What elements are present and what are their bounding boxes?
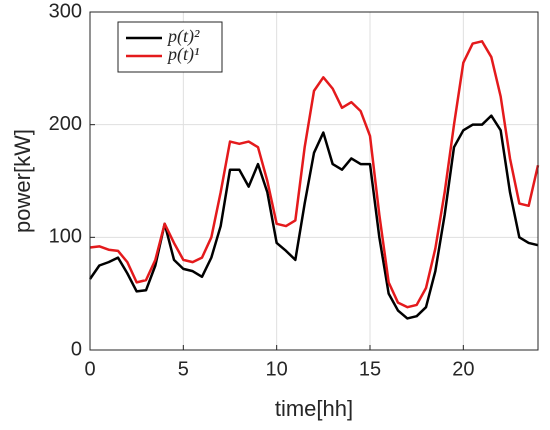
x-tick-label: 10 xyxy=(266,358,288,380)
legend-label: p(t)² xyxy=(166,26,200,47)
legend-box xyxy=(117,21,223,73)
y-tick-label: 0 xyxy=(71,338,82,360)
x-axis-label: time[hh] xyxy=(275,396,353,421)
y-tick-label: 100 xyxy=(49,226,82,248)
y-tick-label: 200 xyxy=(49,113,82,135)
legend-label: p(t)¹ xyxy=(166,44,199,65)
plot-frame xyxy=(89,11,539,351)
x-tick-label: 20 xyxy=(452,358,474,380)
x-tick-label: 5 xyxy=(178,358,189,380)
y-tick-label: 300 xyxy=(49,0,82,22)
line-series xyxy=(89,40,540,309)
x-tick-label: 0 xyxy=(84,358,95,380)
y-axis-label: power[kW] xyxy=(10,129,35,233)
x-tick-label: 15 xyxy=(359,358,381,380)
